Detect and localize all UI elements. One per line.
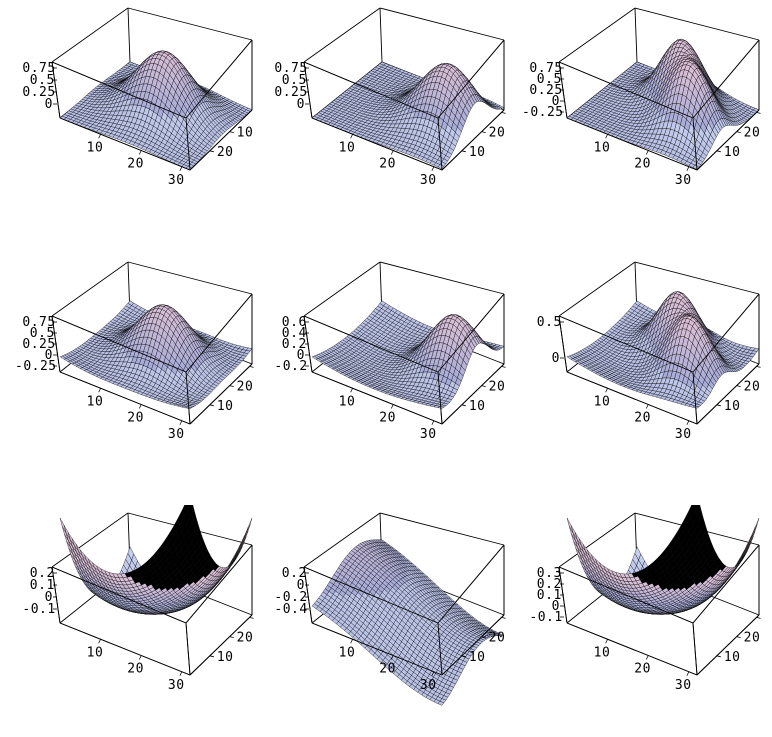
box-edge bbox=[635, 8, 759, 40]
box-edge bbox=[128, 262, 252, 294]
z-tick-label: -0.25 bbox=[522, 105, 564, 120]
x-tick-label: 30 bbox=[675, 173, 692, 188]
y-tick-label: 10 bbox=[237, 126, 254, 141]
box-edge bbox=[559, 8, 635, 62]
x-tick-mark bbox=[646, 151, 648, 155]
box-edge bbox=[304, 262, 380, 316]
y-tick-label: 20 bbox=[744, 126, 761, 141]
y-tick-mark bbox=[502, 112, 506, 113]
surface-plot-5: 1020303020100.60.40.20-0.2 bbox=[252, 254, 509, 486]
x-tick-label: 20 bbox=[634, 157, 651, 172]
x-tick-label: 10 bbox=[87, 140, 104, 155]
surface-plot-svg: 1020303020100.750.50.250-0.25 bbox=[0, 254, 257, 486]
y-tick-mark bbox=[230, 386, 234, 387]
x-tick-mark bbox=[99, 388, 101, 392]
x-tick-mark bbox=[432, 167, 434, 171]
box-edge bbox=[380, 8, 382, 62]
y-tick-mark bbox=[757, 112, 761, 113]
box-edge bbox=[128, 8, 252, 40]
box-edge bbox=[52, 262, 128, 316]
box-edge bbox=[304, 8, 380, 62]
box-edge bbox=[52, 8, 128, 62]
x-tick-mark bbox=[687, 167, 689, 171]
y-tick-mark bbox=[230, 132, 234, 133]
surface-plot-2: 1020303020100.750.50.250 bbox=[252, 0, 509, 232]
x-tick-mark bbox=[351, 134, 353, 138]
x-tick-label: 20 bbox=[127, 411, 144, 426]
surface-plot-svg: 1020303020100.60.40.20-0.2 bbox=[252, 254, 509, 486]
box-edge bbox=[380, 8, 504, 40]
x-tick-label: 10 bbox=[339, 140, 356, 155]
x-tick-label: 10 bbox=[594, 140, 611, 155]
y-tick-label: 10 bbox=[724, 145, 741, 160]
x-tick-label: 30 bbox=[168, 427, 185, 442]
x-tick-mark bbox=[180, 167, 182, 171]
z-tick-label: 0 bbox=[45, 97, 53, 112]
y-tick-label: 20 bbox=[217, 145, 234, 160]
x-tick-mark bbox=[139, 405, 141, 409]
surface-plot-3: 1020303020100.750.50.250-0.25 bbox=[507, 0, 764, 232]
surface-plot-svg: 1020303020100.750.50.250 bbox=[252, 0, 509, 232]
y-tick-mark bbox=[210, 151, 214, 152]
z-tick-label: -0.25 bbox=[15, 359, 57, 374]
box-edge bbox=[128, 8, 130, 62]
x-tick-mark bbox=[99, 134, 101, 138]
x-tick-mark bbox=[606, 134, 608, 138]
x-tick-label: 10 bbox=[87, 394, 104, 409]
z-tick-label: 0 bbox=[297, 97, 305, 112]
y-tick-mark bbox=[482, 132, 486, 133]
surface-plot-svg: 1020303020100.750.50.250-0.25 bbox=[507, 0, 764, 232]
y-tick-mark bbox=[462, 151, 466, 152]
y-tick-label: 10 bbox=[217, 399, 234, 414]
surface-plot-grid: 10203010200.750.50.2501020303020100.750.… bbox=[0, 0, 772, 696]
y-tick-label: 20 bbox=[489, 126, 506, 141]
y-tick-mark bbox=[210, 405, 214, 406]
x-tick-label: 20 bbox=[127, 157, 144, 172]
x-tick-label: 30 bbox=[168, 173, 185, 188]
box-edge bbox=[380, 262, 504, 294]
x-tick-label: 30 bbox=[420, 173, 437, 188]
x-tick-label: 20 bbox=[379, 157, 396, 172]
y-tick-label: 20 bbox=[237, 380, 254, 395]
surface-mesh bbox=[60, 301, 252, 409]
y-tick-mark bbox=[737, 132, 741, 133]
y-tick-label: 10 bbox=[469, 145, 486, 160]
x-tick-mark bbox=[180, 421, 182, 425]
x-tick-mark bbox=[139, 151, 141, 155]
y-tick-mark bbox=[717, 151, 721, 152]
box-edge bbox=[635, 8, 637, 62]
surface-plot-4: 1020303020100.750.50.250-0.25 bbox=[0, 254, 257, 486]
x-tick-mark bbox=[391, 151, 393, 155]
